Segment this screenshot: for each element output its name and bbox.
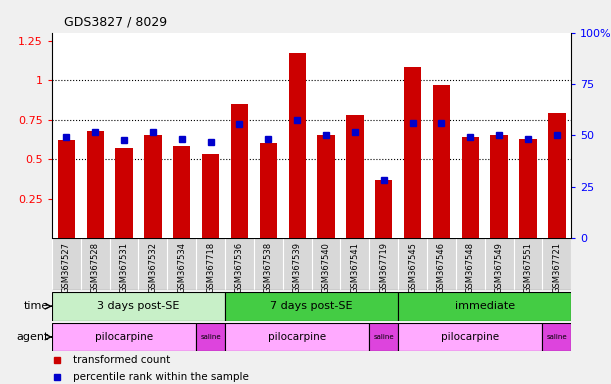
Bar xyxy=(115,148,133,238)
Bar xyxy=(52,292,225,321)
Bar xyxy=(288,53,306,238)
Bar xyxy=(225,292,398,321)
Text: GSM367718: GSM367718 xyxy=(206,242,215,293)
Text: GSM367531: GSM367531 xyxy=(120,242,128,293)
Bar xyxy=(225,323,369,351)
Text: GSM367541: GSM367541 xyxy=(350,242,359,293)
Text: GSM367540: GSM367540 xyxy=(321,242,331,293)
Bar xyxy=(404,68,421,238)
Text: transformed count: transformed count xyxy=(73,356,170,366)
Bar xyxy=(543,323,571,351)
Bar xyxy=(491,136,508,238)
Bar xyxy=(346,115,364,238)
Bar xyxy=(375,180,392,238)
Text: GSM367532: GSM367532 xyxy=(148,242,158,293)
Text: pilocarpine: pilocarpine xyxy=(441,332,499,342)
Text: pilocarpine: pilocarpine xyxy=(95,332,153,342)
Text: immediate: immediate xyxy=(455,301,515,311)
Text: 7 days post-SE: 7 days post-SE xyxy=(270,301,353,311)
Bar xyxy=(433,85,450,238)
Text: GSM367719: GSM367719 xyxy=(379,242,388,293)
Text: GSM367538: GSM367538 xyxy=(264,242,273,293)
Text: GSM367534: GSM367534 xyxy=(177,242,186,293)
Bar xyxy=(519,139,536,238)
Text: GSM367549: GSM367549 xyxy=(495,242,503,293)
Bar xyxy=(52,323,196,351)
Bar xyxy=(173,146,191,238)
Text: GSM367536: GSM367536 xyxy=(235,242,244,293)
Text: GSM367527: GSM367527 xyxy=(62,242,71,293)
Text: pilocarpine: pilocarpine xyxy=(268,332,326,342)
Bar xyxy=(231,104,248,238)
Text: GSM367528: GSM367528 xyxy=(90,242,100,293)
Text: percentile rank within the sample: percentile rank within the sample xyxy=(73,372,249,382)
Text: GSM367721: GSM367721 xyxy=(552,242,562,293)
Bar xyxy=(317,136,335,238)
Text: agent: agent xyxy=(16,332,49,342)
Bar xyxy=(57,140,75,238)
Text: GSM367546: GSM367546 xyxy=(437,242,446,293)
Bar xyxy=(398,323,543,351)
Bar xyxy=(548,113,566,238)
Text: GSM367548: GSM367548 xyxy=(466,242,475,293)
Text: saline: saline xyxy=(200,334,221,340)
Bar xyxy=(462,137,479,238)
Text: GSM367551: GSM367551 xyxy=(524,242,533,293)
Text: saline: saline xyxy=(373,334,394,340)
Bar xyxy=(196,323,225,351)
Bar xyxy=(202,154,219,238)
Text: 3 days post-SE: 3 days post-SE xyxy=(97,301,180,311)
Text: GDS3827 / 8029: GDS3827 / 8029 xyxy=(64,16,167,29)
Bar xyxy=(260,143,277,238)
Bar xyxy=(87,131,104,238)
Text: GSM367539: GSM367539 xyxy=(293,242,302,293)
Bar xyxy=(144,136,161,238)
Bar xyxy=(369,323,398,351)
Text: GSM367545: GSM367545 xyxy=(408,242,417,293)
Bar xyxy=(398,292,571,321)
Text: saline: saline xyxy=(547,334,567,340)
Text: time: time xyxy=(24,301,49,311)
